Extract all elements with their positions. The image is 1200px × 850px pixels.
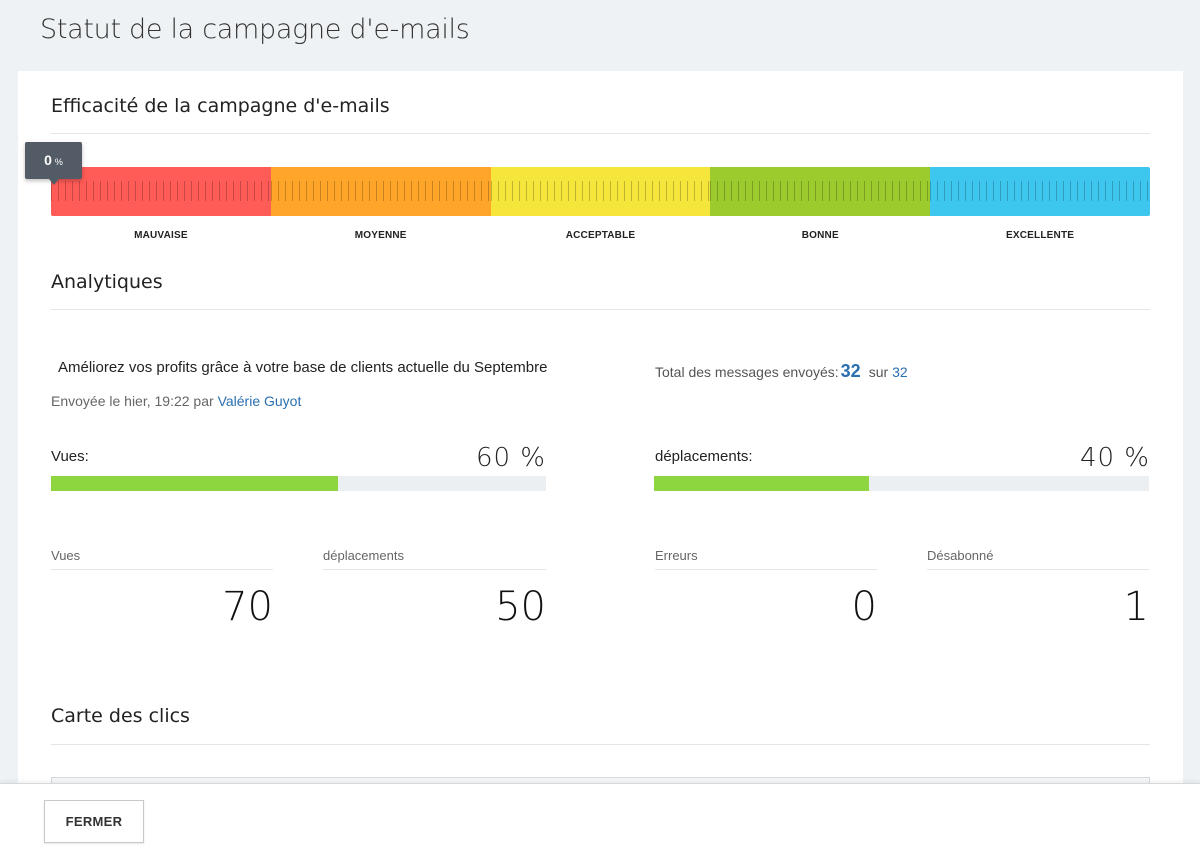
efficiency-pointer: 0% [25,142,82,185]
clickmap-divider [51,744,1150,745]
total-sent: Total des messages envoyés: 32 sur 32 [655,361,908,382]
stat-errors-value: 0 [851,584,877,630]
moves-percent: 40 % [1079,443,1150,473]
stat-errors-divider [655,569,877,570]
sent-meta: Envoyée le hier, 19:22 par Valérie Guyot [51,393,301,409]
total-sent-count: 32 [840,361,861,381]
footer: FERMER [0,783,1200,850]
stat-unsubscribed-label: Désabonné [927,548,994,563]
efficiency-unit: % [54,157,63,167]
total-of-label: sur [868,364,889,380]
scale-segment-acceptable [490,167,711,216]
stat-unsubscribed-value: 1 [1123,584,1149,630]
scale-label-excellente: EXCELLENTE [1006,230,1075,241]
scale-segment-moyenne [270,167,491,216]
efficiency-title: Efficacité de la campagne d'e-mails [51,95,390,117]
scale-segment-mauvaise [51,167,271,216]
views-progress-fill [51,476,339,491]
views-percent: 60 % [475,443,546,473]
stat-views-label: Vues [51,548,81,563]
total-sent-label: Total des messages envoyés: [655,364,839,380]
efficiency-value: 0 [44,152,52,168]
stat-errors-label: Erreurs [655,548,698,563]
efficiency-divider [51,133,1150,134]
page-title: Statut de la campagne d'e-mails [40,14,470,45]
stat-moves-divider [323,569,546,570]
moves-label: déplacements: [655,448,753,465]
stat-views-divider [51,569,273,570]
efficiency-scale [51,167,1150,216]
clickmap-title: Carte des clics [51,705,190,727]
analytics-divider [51,309,1150,310]
close-button[interactable]: FERMER [44,800,144,843]
stat-views-value: 70 [222,584,273,630]
scale-labels: MAUVAISE MOYENNE ACCEPTABLE BONNE EXCELL… [51,230,1150,241]
analytics-title: Analytiques [51,271,163,293]
moves-progress-fill [654,476,870,491]
campaign-status-card: Efficacité de la campagne d'e-mails 0% M… [18,71,1183,850]
scale-label-mauvaise: MAUVAISE [134,230,188,241]
views-progress-bar [51,476,546,491]
total-of-count: 32 [892,364,908,380]
moves-progress-bar [654,476,1149,491]
scale-label-acceptable: ACCEPTABLE [565,230,636,241]
stat-moves-label: déplacements [323,548,404,563]
sent-date: Envoyée le hier, 19:22 par [51,393,214,409]
stat-unsubscribed-divider [927,569,1149,570]
scale-label-moyenne: MOYENNE [354,230,407,241]
scale-segment-excellente [930,167,1150,216]
stat-moves-value: 50 [495,584,546,630]
campaign-name: Améliorez vos profits grâce à votre base… [58,359,548,376]
views-label: Vues: [51,448,89,465]
scrollbar[interactable] [1183,71,1200,783]
sender-link[interactable]: Valérie Guyot [217,393,302,409]
scale-label-bonne: BONNE [801,230,839,241]
scale-segment-bonne [710,167,931,216]
